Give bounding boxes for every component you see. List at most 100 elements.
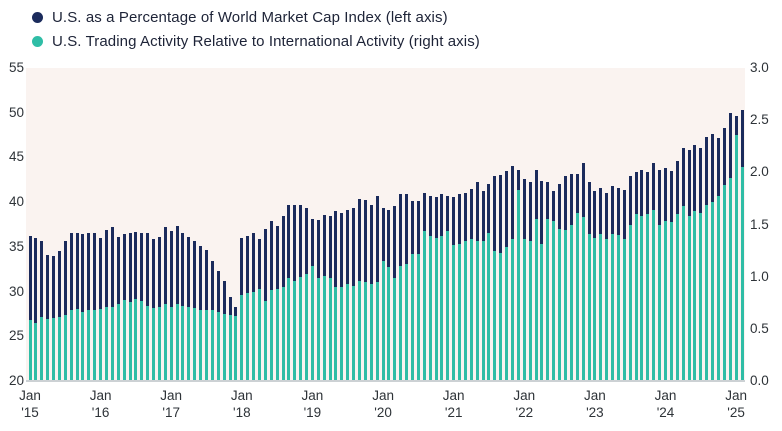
bar-trading-activity xyxy=(28,320,32,381)
bar-trading-activity xyxy=(257,289,261,381)
left-axis-tick-label: 25 xyxy=(8,328,24,344)
bar-market-cap xyxy=(93,233,97,381)
bar-trading-activity xyxy=(57,317,61,381)
bar-trading-activity xyxy=(228,315,232,381)
right-axis-tick-label: 2.0 xyxy=(750,164,769,180)
bar-trading-activity xyxy=(552,221,556,381)
bar-trading-activity xyxy=(293,280,297,381)
x-axis-tick-label: Jan '21 xyxy=(442,388,465,420)
bar-trading-activity xyxy=(346,283,350,381)
bar-trading-activity xyxy=(187,306,191,381)
bar-trading-activity xyxy=(458,244,462,381)
bar-trading-activity xyxy=(328,277,332,381)
bar-trading-activity xyxy=(664,221,667,381)
bar-trading-activity xyxy=(105,306,108,381)
bar-trading-activity xyxy=(605,239,609,381)
bar-trading-activity xyxy=(269,290,273,381)
bar-trading-activity xyxy=(381,261,385,381)
bar-trading-activity xyxy=(205,310,209,381)
bar-trading-activity xyxy=(511,239,514,381)
bar-trading-activity xyxy=(493,250,497,381)
right-axis-tick-label: 0.0 xyxy=(750,373,769,388)
bar-trading-activity xyxy=(446,230,450,381)
bar-trading-activity xyxy=(375,281,379,381)
bar-market-cap xyxy=(46,254,50,381)
bar-market-cap xyxy=(105,229,108,381)
bar-trading-activity xyxy=(546,219,550,381)
bar-trading-activity xyxy=(558,228,562,381)
bar-trading-activity xyxy=(275,289,279,381)
bar-trading-activity xyxy=(234,316,238,381)
right-axis-tick-label: 1.5 xyxy=(750,216,769,232)
legend: U.S. as a Percentage of World Market Cap… xyxy=(32,7,480,52)
bar-trading-activity xyxy=(316,277,320,381)
legend-dot-teal-icon xyxy=(32,36,43,47)
legend-dot-navy-icon xyxy=(32,12,43,23)
legend-label-trading-activity: U.S. Trading Activity Relative to Intern… xyxy=(52,33,480,50)
bar-trading-activity xyxy=(46,319,50,381)
bar-trading-activity xyxy=(369,283,373,381)
bar-trading-activity xyxy=(287,277,291,381)
bar-trading-activity xyxy=(463,241,467,381)
bar-trading-activity xyxy=(40,317,44,381)
x-axis-tick-label: Jan '20 xyxy=(372,388,394,420)
bar-trading-activity xyxy=(475,241,479,381)
x-axis-tick-label: Jan '22 xyxy=(513,388,536,420)
bar-trading-activity xyxy=(358,280,362,381)
bar-trading-activity xyxy=(722,184,726,381)
bar-trading-activity xyxy=(469,239,473,381)
x-axis-tick-label: Jan '17 xyxy=(160,388,183,420)
bar-trading-activity xyxy=(428,235,432,381)
bar-trading-activity xyxy=(563,229,567,381)
bar-trading-activity xyxy=(252,292,256,381)
bar-trading-activity xyxy=(499,252,503,381)
bar-trading-activity xyxy=(140,300,144,381)
bar-trading-activity xyxy=(99,309,103,381)
x-axis-tick-label: Jan '19 xyxy=(301,388,324,420)
left-axis-tick-label: 50 xyxy=(8,104,24,120)
left-axis-tick-label: 35 xyxy=(8,238,24,254)
bar-trading-activity xyxy=(128,301,132,381)
right-axis-tick-label: 2.5 xyxy=(750,112,769,128)
bar-trading-activity xyxy=(93,310,97,381)
bar-trading-activity xyxy=(481,241,485,381)
bar-trading-activity xyxy=(387,267,391,381)
bar-market-cap xyxy=(110,227,114,381)
bar-trading-activity xyxy=(152,307,156,381)
bar-trading-activity xyxy=(593,238,597,381)
bar-trading-activity xyxy=(628,224,632,381)
bar-trading-activity xyxy=(340,287,344,381)
bar-trading-activity xyxy=(487,232,491,381)
bar-trading-activity xyxy=(675,214,679,381)
x-axis-line xyxy=(26,380,745,382)
bar-trading-activity xyxy=(110,306,114,381)
bar-market-cap xyxy=(75,232,79,381)
bar-trading-activity xyxy=(434,238,438,381)
bar-market-cap xyxy=(87,232,91,381)
left-axis-tick-label: 20 xyxy=(8,373,24,388)
bar-trading-activity xyxy=(52,318,56,381)
legend-label-market-cap: U.S. as a Percentage of World Market Cap… xyxy=(52,9,448,26)
bar-trading-activity xyxy=(587,233,591,381)
left-axis-tick-label: 45 xyxy=(8,149,24,165)
bar-trading-activity xyxy=(299,276,303,381)
bar-trading-activity xyxy=(69,310,73,381)
bar-trading-activity xyxy=(705,204,709,381)
bar-trading-activity xyxy=(87,310,91,381)
bar-trading-activity xyxy=(193,307,197,381)
bar-trading-activity xyxy=(246,293,250,381)
bar-trading-activity xyxy=(528,241,532,381)
bar-trading-activity xyxy=(540,244,544,381)
bar-trading-activity xyxy=(175,303,179,381)
x-axis-tick-label: Jan '24 xyxy=(654,388,677,420)
bar-trading-activity xyxy=(452,245,456,381)
bar-trading-activity xyxy=(599,233,603,381)
bar-market-cap xyxy=(81,234,85,381)
bar-trading-activity xyxy=(134,298,138,381)
bar-trading-activity xyxy=(669,222,673,381)
bar-trading-activity xyxy=(534,219,538,381)
bar-trading-activity xyxy=(393,277,397,381)
bar-trading-activity xyxy=(199,310,203,381)
bar-trading-activity xyxy=(157,306,161,381)
